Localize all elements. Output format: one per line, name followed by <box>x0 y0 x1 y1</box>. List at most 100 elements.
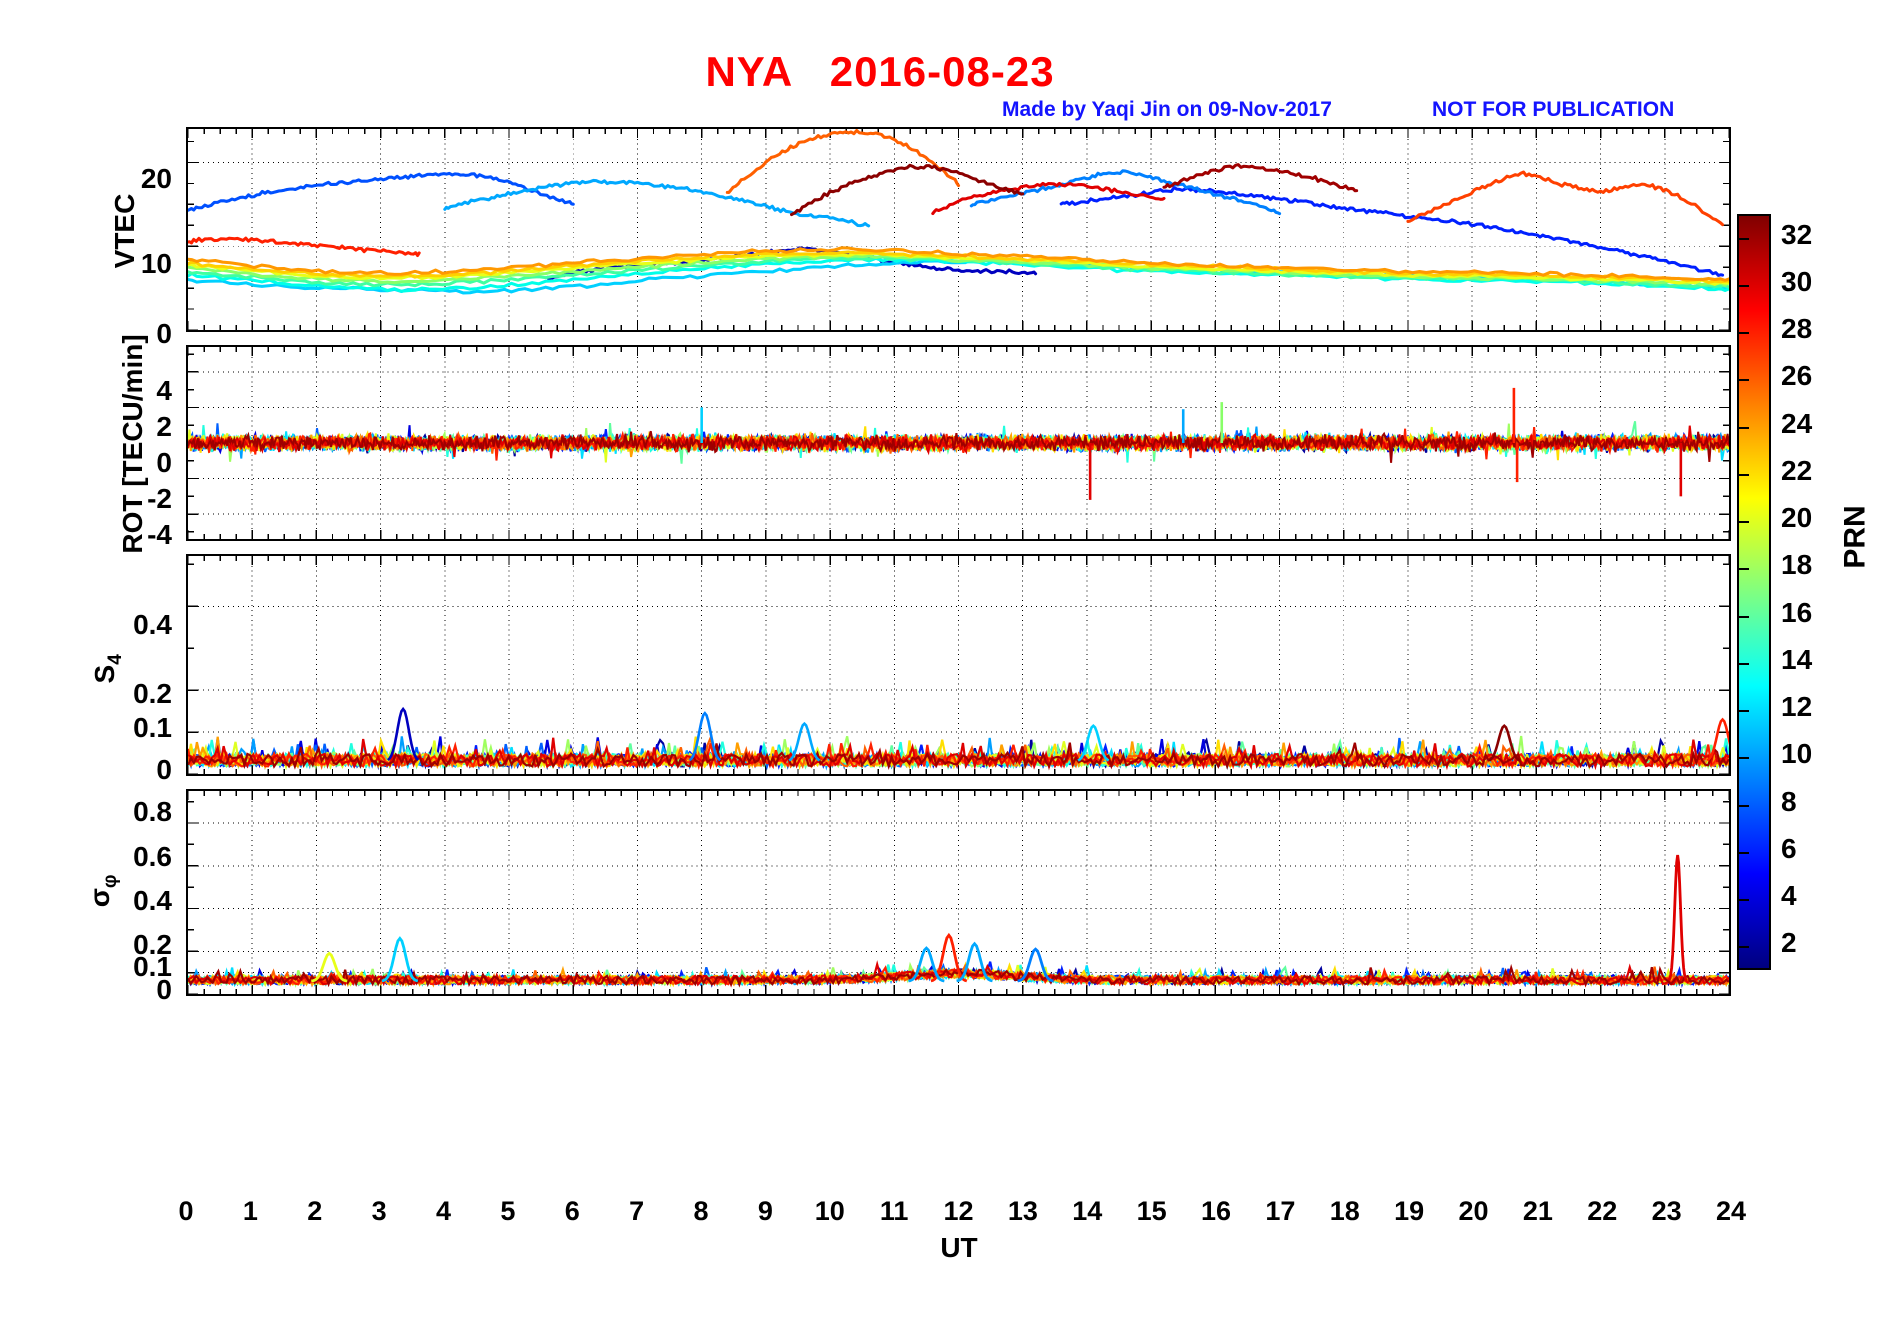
grid-layer <box>188 791 1729 994</box>
s4-ytick-02: 0.2 <box>133 678 172 709</box>
rot-trace-prn-32 <box>188 430 1729 463</box>
colorbar-tick-26: 26 <box>1781 360 1813 392</box>
colorbar-tickmark <box>1737 946 1749 949</box>
x-tick-1: 1 <box>242 1196 258 1226</box>
vtec-trace-prn-10 <box>443 178 871 228</box>
colorbar-tick-12: 12 <box>1781 691 1813 723</box>
x-tick-8: 8 <box>693 1196 709 1226</box>
s4-peak-5 <box>1706 717 1729 762</box>
s4-subscript: 4 <box>104 654 126 665</box>
sigma-phi-peak-4 <box>908 946 945 983</box>
colorbar[interactable] <box>1737 214 1771 970</box>
panel-rot <box>186 345 1731 541</box>
colorbar-title: PRN <box>1838 505 1872 569</box>
rot-series-layer <box>188 387 1729 500</box>
grid-layer <box>188 556 1729 774</box>
colorbar-tickmark <box>1737 473 1749 476</box>
rot-ytick-0: 0 <box>156 447 172 478</box>
x-tick-17: 17 <box>1265 1196 1296 1226</box>
x-axis-title: UT <box>940 1232 978 1263</box>
colorbar-tick-4: 4 <box>1781 880 1797 912</box>
colorbar-tickmark <box>1737 899 1749 902</box>
vtec-trace-prn-28 <box>188 236 421 258</box>
vtec-plot-area <box>188 129 1729 330</box>
colorbar-tickmark <box>1737 284 1749 287</box>
sigma-phi-peak-2 <box>381 936 419 983</box>
x-tick-5: 5 <box>500 1196 516 1226</box>
colorbar-tick-32: 32 <box>1781 218 1813 250</box>
vtec-ytick-0: 0 <box>156 318 172 349</box>
colorbar-tick-22: 22 <box>1781 454 1813 486</box>
vtec-ytick-10: 10 <box>140 248 172 279</box>
vtec-trace-prn-4 <box>1059 186 1725 277</box>
colorbar-tickmark <box>1737 662 1749 665</box>
s4-trace-prn-32 <box>188 742 1729 770</box>
vtec-trace-prn-27 <box>1406 170 1725 227</box>
colorbar-tick-16: 16 <box>1781 596 1813 628</box>
x-tick-0: 0 <box>178 1196 194 1226</box>
vtec-trace-prn-30 <box>931 181 1166 216</box>
vtec-trace-prn-6 <box>188 171 575 212</box>
colorbar-tickmark <box>1737 379 1749 382</box>
grid-layer <box>188 347 1729 539</box>
sigma-phi-peak-3 <box>956 941 993 983</box>
vtec-series-layer <box>188 129 1729 295</box>
sigma-phi-plot-area <box>188 791 1729 994</box>
sigphi-ytick-04: 0.4 <box>133 885 172 916</box>
vtec-trace-prn-26 <box>725 129 961 194</box>
x-tick-12: 12 <box>943 1196 974 1226</box>
x-tick-7: 7 <box>629 1196 645 1226</box>
sigma-phi-series-layer <box>188 854 1729 989</box>
colorbar-tick-30: 30 <box>1781 265 1813 297</box>
vtec-trace-prn-24 <box>188 246 1729 282</box>
vtec-ytick-20: 20 <box>140 163 172 194</box>
x-tick-20: 20 <box>1458 1196 1489 1226</box>
sigma-phi-peak-0 <box>1667 854 1688 982</box>
rot-trace-prn-30 <box>188 425 1729 459</box>
x-tick-16: 16 <box>1200 1196 1232 1226</box>
panel-vtec <box>186 127 1731 332</box>
sigma-phi-peak-5 <box>1017 947 1054 983</box>
colorbar-tickmark <box>1737 804 1749 807</box>
vtec-trace-prn-31 <box>1162 163 1359 193</box>
x-tick-14: 14 <box>1072 1196 1103 1226</box>
x-tick-10: 10 <box>814 1196 845 1226</box>
x-tick-6: 6 <box>564 1196 580 1226</box>
s4-peak-3 <box>1077 724 1110 762</box>
x-tick-2: 2 <box>307 1196 323 1226</box>
s4-peak-1 <box>688 711 721 762</box>
colorbar-tick-24: 24 <box>1781 407 1813 439</box>
colorbar-tickmark <box>1737 237 1749 240</box>
vtec-trace-prn-18 <box>188 253 1729 287</box>
x-tick-13: 13 <box>1007 1196 1038 1226</box>
x-tick-21: 21 <box>1522 1196 1553 1226</box>
colorbar-tick-18: 18 <box>1781 549 1813 581</box>
grid-layer <box>188 129 1729 330</box>
colorbar-tick-20: 20 <box>1781 502 1813 534</box>
s4-ytick-01: 0.1 <box>133 712 172 743</box>
panel-s4 <box>186 554 1731 776</box>
s4-peak-4 <box>1488 724 1521 762</box>
sigphi-ytick-0: 0 <box>156 974 172 1005</box>
s4-ytick-04: 0.4 <box>133 609 172 640</box>
colorbar-tickmark <box>1737 332 1749 335</box>
s4-peak-2 <box>788 721 821 762</box>
rot-ytick-m4: -4 <box>147 519 172 550</box>
x-tick-11: 11 <box>879 1196 909 1226</box>
colorbar-tickmark <box>1737 521 1749 524</box>
colorbar-tick-8: 8 <box>1781 785 1797 817</box>
s4-plot-area <box>188 556 1729 774</box>
x-tick-19: 19 <box>1394 1196 1425 1226</box>
publication-notice: NOT FOR PUBLICATION <box>1432 98 1675 121</box>
sigma-phi-peak-6 <box>311 951 348 983</box>
panel-sigma-phi <box>186 789 1731 996</box>
x-tick-18: 18 <box>1329 1196 1360 1226</box>
colorbar-tickmark <box>1737 710 1749 713</box>
s4-series-layer <box>188 706 1729 771</box>
colorbar-tick-2: 2 <box>1781 927 1797 959</box>
colorbar-tick-14: 14 <box>1781 643 1813 675</box>
sigphi-ytick-08: 0.8 <box>133 796 172 827</box>
colorbar-tickmark <box>1737 615 1749 618</box>
rot-ytick-m2: -2 <box>147 483 172 514</box>
x-tick-23: 23 <box>1651 1196 1682 1226</box>
